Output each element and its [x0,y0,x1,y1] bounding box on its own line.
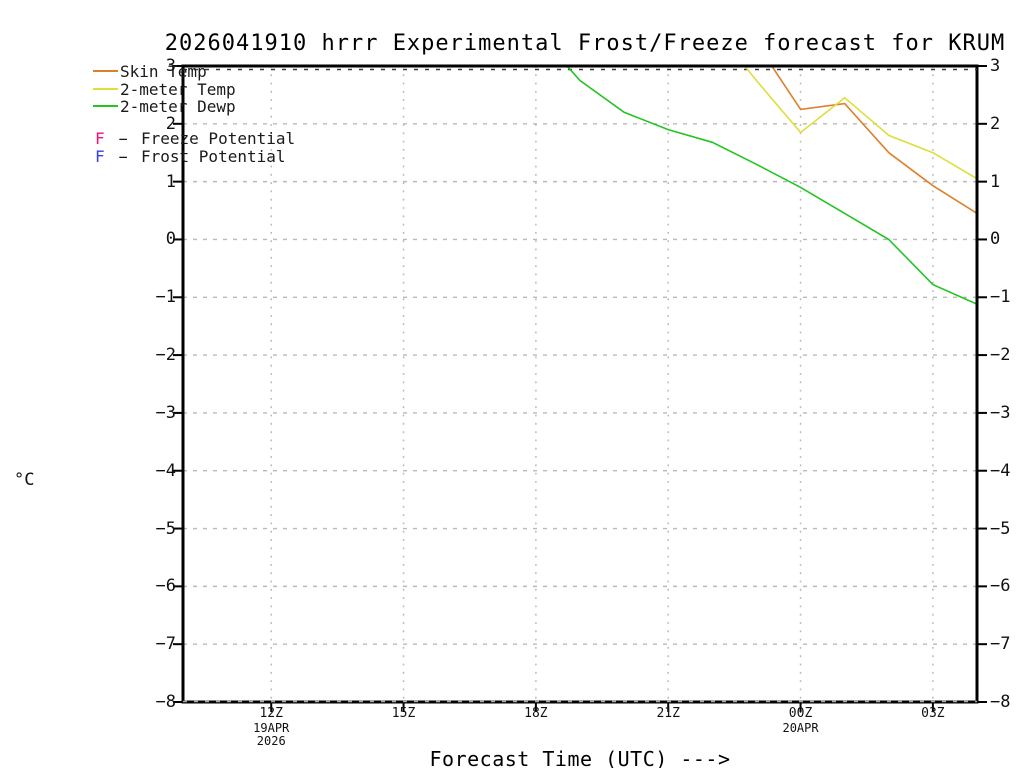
flag-letter: F [95,147,105,166]
legend-swatch [93,70,118,72]
y-tick-label-left: −6 [155,576,176,597]
y-tick-label-right: 2 [990,113,1001,134]
y-tick-label-right: 3 [990,56,1001,76]
y-tick-label-right: −3 [990,402,1011,423]
legend-item: 2-meter Temp [0,80,420,99]
legend-flag-item: F - Frost Potential [0,147,420,166]
y-tick-label-right: −7 [990,634,1011,655]
y-tick-label-right: −6 [990,576,1011,597]
legend-swatch [93,105,118,107]
x-tick-label: 03Z [921,706,945,721]
y-tick-label-left: −7 [155,634,176,655]
chart-title: 2026041910 hrrr Experimental Frost/Freez… [164,31,1006,56]
legend-item: 2-meter Dewp [0,97,420,116]
y-tick-label-right: −4 [990,460,1011,481]
flag-letter: F [95,129,105,148]
series-line-2-meter-temp [744,67,976,179]
x-tick-label: 20APR [782,721,819,735]
y-tick-label-left: 3 [165,56,176,76]
y-tick-label-left: −8 [155,692,176,712]
legend-label: 2-meter Dewp [120,97,236,116]
y-tick-label-right: −5 [990,518,1011,539]
flag-label: Frost Potential [141,147,286,166]
x-tick-label: 19APR [253,721,290,735]
x-tick-label: 18Z [524,706,548,721]
y-tick-label-right: −8 [990,692,1011,712]
y-tick-label-left: −1 [155,287,176,308]
y-tick-label-left: 2 [165,113,176,134]
x-tick-label: 21Z [656,706,680,721]
y-tick-label-right: −2 [990,345,1011,366]
flag-dash: - [114,147,133,166]
x-tick-label: 15Z [391,706,416,721]
legend-swatch [93,88,118,90]
y-tick-label-left: 1 [165,171,176,192]
y-tick-label-right: −1 [990,287,1011,308]
y-tick-label-left: −3 [155,402,176,423]
y-tick-label-left: −2 [155,345,176,366]
x-axis-title: Forecast Time (UTC) ---> [429,747,731,768]
y-tick-label-left: −5 [155,518,176,539]
flag-dash: - [114,129,133,148]
y-tick-label-left: −4 [155,460,176,481]
series-line-2-meter-dewp [567,67,976,305]
y-tick-label-left: 0 [165,229,176,250]
legend-label: 2-meter Temp [120,80,236,99]
legend-item: Skin Temp [0,62,420,81]
series-line-skin-temp [771,67,976,214]
y-tick-label-right: 1 [990,171,1001,192]
x-tick-label: 2026 [256,734,286,748]
x-tick-label: 12Z [259,706,283,721]
y-axis-unit-label: °C [14,470,35,490]
legend-label: Skin Temp [120,62,207,81]
flag-label: Freeze Potential [141,129,296,148]
y-tick-label-right: 0 [990,229,1001,250]
x-tick-label: 00Z [788,706,813,721]
legend-flag-item: F - Freeze Potential [0,129,420,148]
